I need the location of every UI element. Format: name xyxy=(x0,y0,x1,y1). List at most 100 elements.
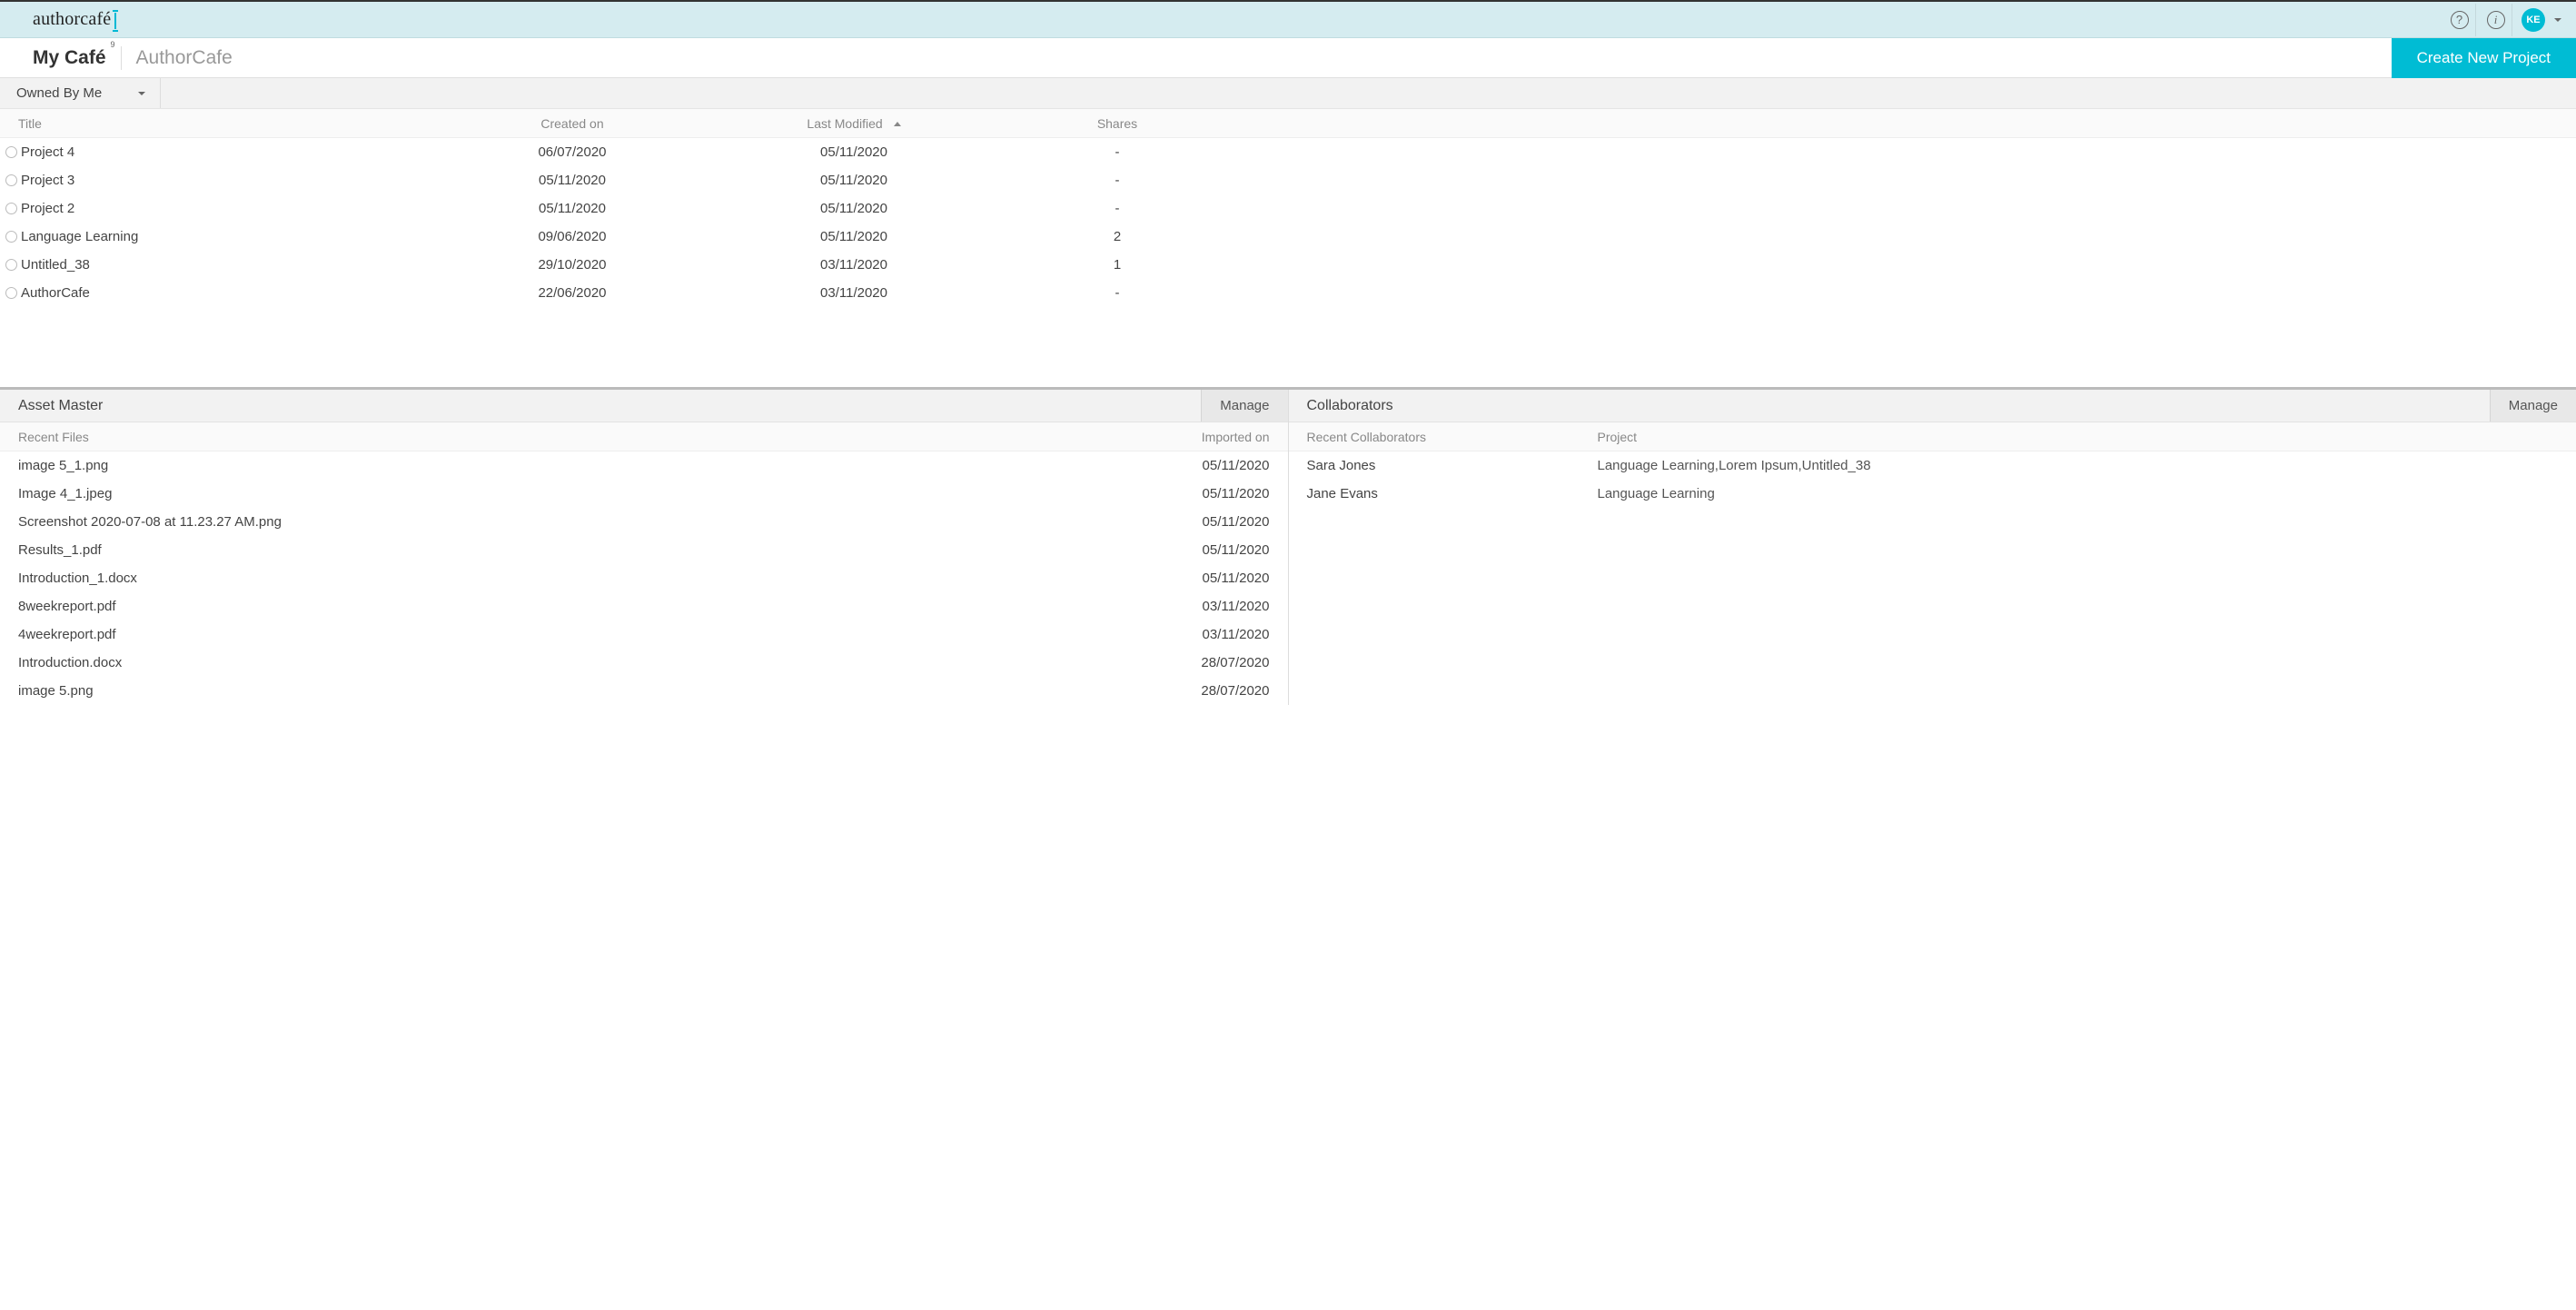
tab-authorcafe[interactable]: AuthorCafe xyxy=(122,38,247,78)
dropdown-caret-icon xyxy=(138,92,145,95)
collaborator-row[interactable]: Sara JonesLanguage Learning,Lorem Ipsum,… xyxy=(1289,452,2576,480)
project-modified: 05/11/2020 xyxy=(708,173,999,188)
asset-file-date: 03/11/2020 xyxy=(1134,599,1270,614)
info-icon: i xyxy=(2487,11,2505,29)
tab-badge: 9 xyxy=(111,40,115,49)
collab-column-name[interactable]: Recent Collaborators xyxy=(1307,430,1598,444)
row-radio[interactable] xyxy=(5,231,17,243)
asset-file-date: 28/07/2020 xyxy=(1134,655,1270,670)
asset-file-name: 4weekreport.pdf xyxy=(18,627,1134,642)
navbar: My Café 9 AuthorCafe Create New Project xyxy=(0,38,2576,78)
project-created: 05/11/2020 xyxy=(436,201,708,216)
bottom-panels: Asset Master Manage Recent Files Importe… xyxy=(0,387,2576,705)
row-radio[interactable] xyxy=(5,259,17,271)
asset-subheader: Recent Files Imported on xyxy=(0,422,1288,452)
asset-file-date: 03/11/2020 xyxy=(1134,627,1270,642)
asset-row[interactable]: Introduction.docx28/07/2020 xyxy=(0,649,1288,677)
asset-row[interactable]: image 5_1.png05/11/2020 xyxy=(0,452,1288,480)
asset-column-name[interactable]: Recent Files xyxy=(18,430,1134,444)
asset-file-name: image 5_1.png xyxy=(18,458,1134,473)
user-avatar[interactable]: KE xyxy=(2522,8,2545,32)
project-created: 06/07/2020 xyxy=(436,144,708,160)
project-shares: 1 xyxy=(999,257,1235,273)
collaborator-name: Jane Evans xyxy=(1307,486,1598,501)
collaborators-panel: Collaborators Manage Recent Collaborator… xyxy=(1289,390,2576,705)
asset-column-date[interactable]: Imported on xyxy=(1134,430,1270,444)
asset-row[interactable]: Results_1.pdf05/11/2020 xyxy=(0,536,1288,564)
project-modified: 05/11/2020 xyxy=(708,201,999,216)
asset-file-date: 05/11/2020 xyxy=(1134,486,1270,501)
filter-label: Owned By Me xyxy=(16,85,102,101)
ownership-filter-dropdown[interactable]: Owned By Me xyxy=(16,78,161,108)
asset-row[interactable]: 8weekreport.pdf03/11/2020 xyxy=(0,592,1288,620)
asset-file-name: 8weekreport.pdf xyxy=(18,599,1134,614)
project-title: Untitled_38 xyxy=(21,257,436,273)
project-row[interactable]: Language Learning09/06/202005/11/20202 xyxy=(0,223,2576,251)
column-header-created[interactable]: Created on xyxy=(436,116,708,131)
asset-file-name: Introduction_1.docx xyxy=(18,571,1134,586)
sort-ascending-icon xyxy=(894,122,901,126)
project-row[interactable]: AuthorCafe22/06/202003/11/2020- xyxy=(0,279,2576,307)
project-title: Project 2 xyxy=(21,201,436,216)
project-row[interactable]: Project 205/11/202005/11/2020- xyxy=(0,194,2576,223)
collaborator-name: Sara Jones xyxy=(1307,458,1598,473)
asset-file-name: Screenshot 2020-07-08 at 11.23.27 AM.png xyxy=(18,514,1134,530)
info-button[interactable]: i xyxy=(2480,4,2512,36)
column-header-shares[interactable]: Shares xyxy=(999,116,1235,131)
project-row[interactable]: Project 305/11/202005/11/2020- xyxy=(0,166,2576,194)
collaborator-row[interactable]: Jane EvansLanguage Learning xyxy=(1289,480,2576,508)
collaborator-projects: Language Learning xyxy=(1598,486,2559,501)
asset-row[interactable]: 4weekreport.pdf03/11/2020 xyxy=(0,620,1288,649)
project-modified: 05/11/2020 xyxy=(708,144,999,160)
column-header-modified-label: Last Modified xyxy=(807,116,882,131)
project-shares: - xyxy=(999,173,1235,188)
project-modified: 05/11/2020 xyxy=(708,229,999,244)
create-project-button[interactable]: Create New Project xyxy=(2392,38,2576,78)
tab-label: My Café xyxy=(33,47,106,69)
asset-manage-button[interactable]: Manage xyxy=(1201,390,1287,422)
asset-master-panel: Asset Master Manage Recent Files Importe… xyxy=(0,390,1289,705)
project-shares: - xyxy=(999,201,1235,216)
user-menu-caret-icon[interactable] xyxy=(2554,18,2561,22)
project-created: 09/06/2020 xyxy=(436,229,708,244)
project-row[interactable]: Project 406/07/202005/11/2020- xyxy=(0,138,2576,166)
row-radio[interactable] xyxy=(5,146,17,158)
asset-row[interactable]: Image 4_1.jpeg05/11/2020 xyxy=(0,480,1288,508)
projects-table-body: Project 406/07/202005/11/2020-Project 30… xyxy=(0,138,2576,307)
collaborators-subheader: Recent Collaborators Project xyxy=(1289,422,2576,452)
column-header-modified[interactable]: Last Modified xyxy=(708,116,999,131)
project-title: AuthorCafe xyxy=(21,285,436,301)
column-header-title[interactable]: Title xyxy=(18,116,436,131)
collaborators-title: Collaborators xyxy=(1307,398,1393,414)
project-created: 29/10/2020 xyxy=(436,257,708,273)
project-created: 05/11/2020 xyxy=(436,173,708,188)
topbar-right: ? i KE xyxy=(2443,4,2565,36)
row-radio[interactable] xyxy=(5,203,17,214)
asset-file-name: image 5.png xyxy=(18,683,1134,699)
row-radio[interactable] xyxy=(5,287,17,299)
project-title: Language Learning xyxy=(21,229,436,244)
tab-label: AuthorCafe xyxy=(136,47,233,69)
project-created: 22/06/2020 xyxy=(436,285,708,301)
collaborators-manage-button[interactable]: Manage xyxy=(2490,390,2576,422)
collab-column-project[interactable]: Project xyxy=(1598,430,2559,444)
collab-body: Sara JonesLanguage Learning,Lorem Ipsum,… xyxy=(1289,452,2576,508)
asset-file-name: Introduction.docx xyxy=(18,655,1134,670)
asset-file-date: 28/07/2020 xyxy=(1134,683,1270,699)
collaborator-projects: Language Learning,Lorem Ipsum,Untitled_3… xyxy=(1598,458,2559,473)
nav-tabs: My Café 9 AuthorCafe xyxy=(0,38,247,78)
asset-file-date: 05/11/2020 xyxy=(1134,571,1270,586)
asset-row[interactable]: image 5.png28/07/2020 xyxy=(0,677,1288,705)
assets-body: image 5_1.png05/11/2020Image 4_1.jpeg05/… xyxy=(0,452,1288,705)
topbar: authorcafé ? i KE xyxy=(0,0,2576,38)
asset-file-date: 05/11/2020 xyxy=(1134,542,1270,558)
brand-text: authorcafé xyxy=(33,9,111,30)
help-button[interactable]: ? xyxy=(2443,4,2476,36)
row-radio[interactable] xyxy=(5,174,17,186)
brand-logo[interactable]: authorcafé xyxy=(33,9,116,30)
tab-my-cafe[interactable]: My Café 9 xyxy=(18,38,121,78)
asset-row[interactable]: Introduction_1.docx05/11/2020 xyxy=(0,564,1288,592)
project-shares: - xyxy=(999,285,1235,301)
asset-row[interactable]: Screenshot 2020-07-08 at 11.23.27 AM.png… xyxy=(0,508,1288,536)
project-row[interactable]: Untitled_3829/10/202003/11/20201 xyxy=(0,251,2576,279)
